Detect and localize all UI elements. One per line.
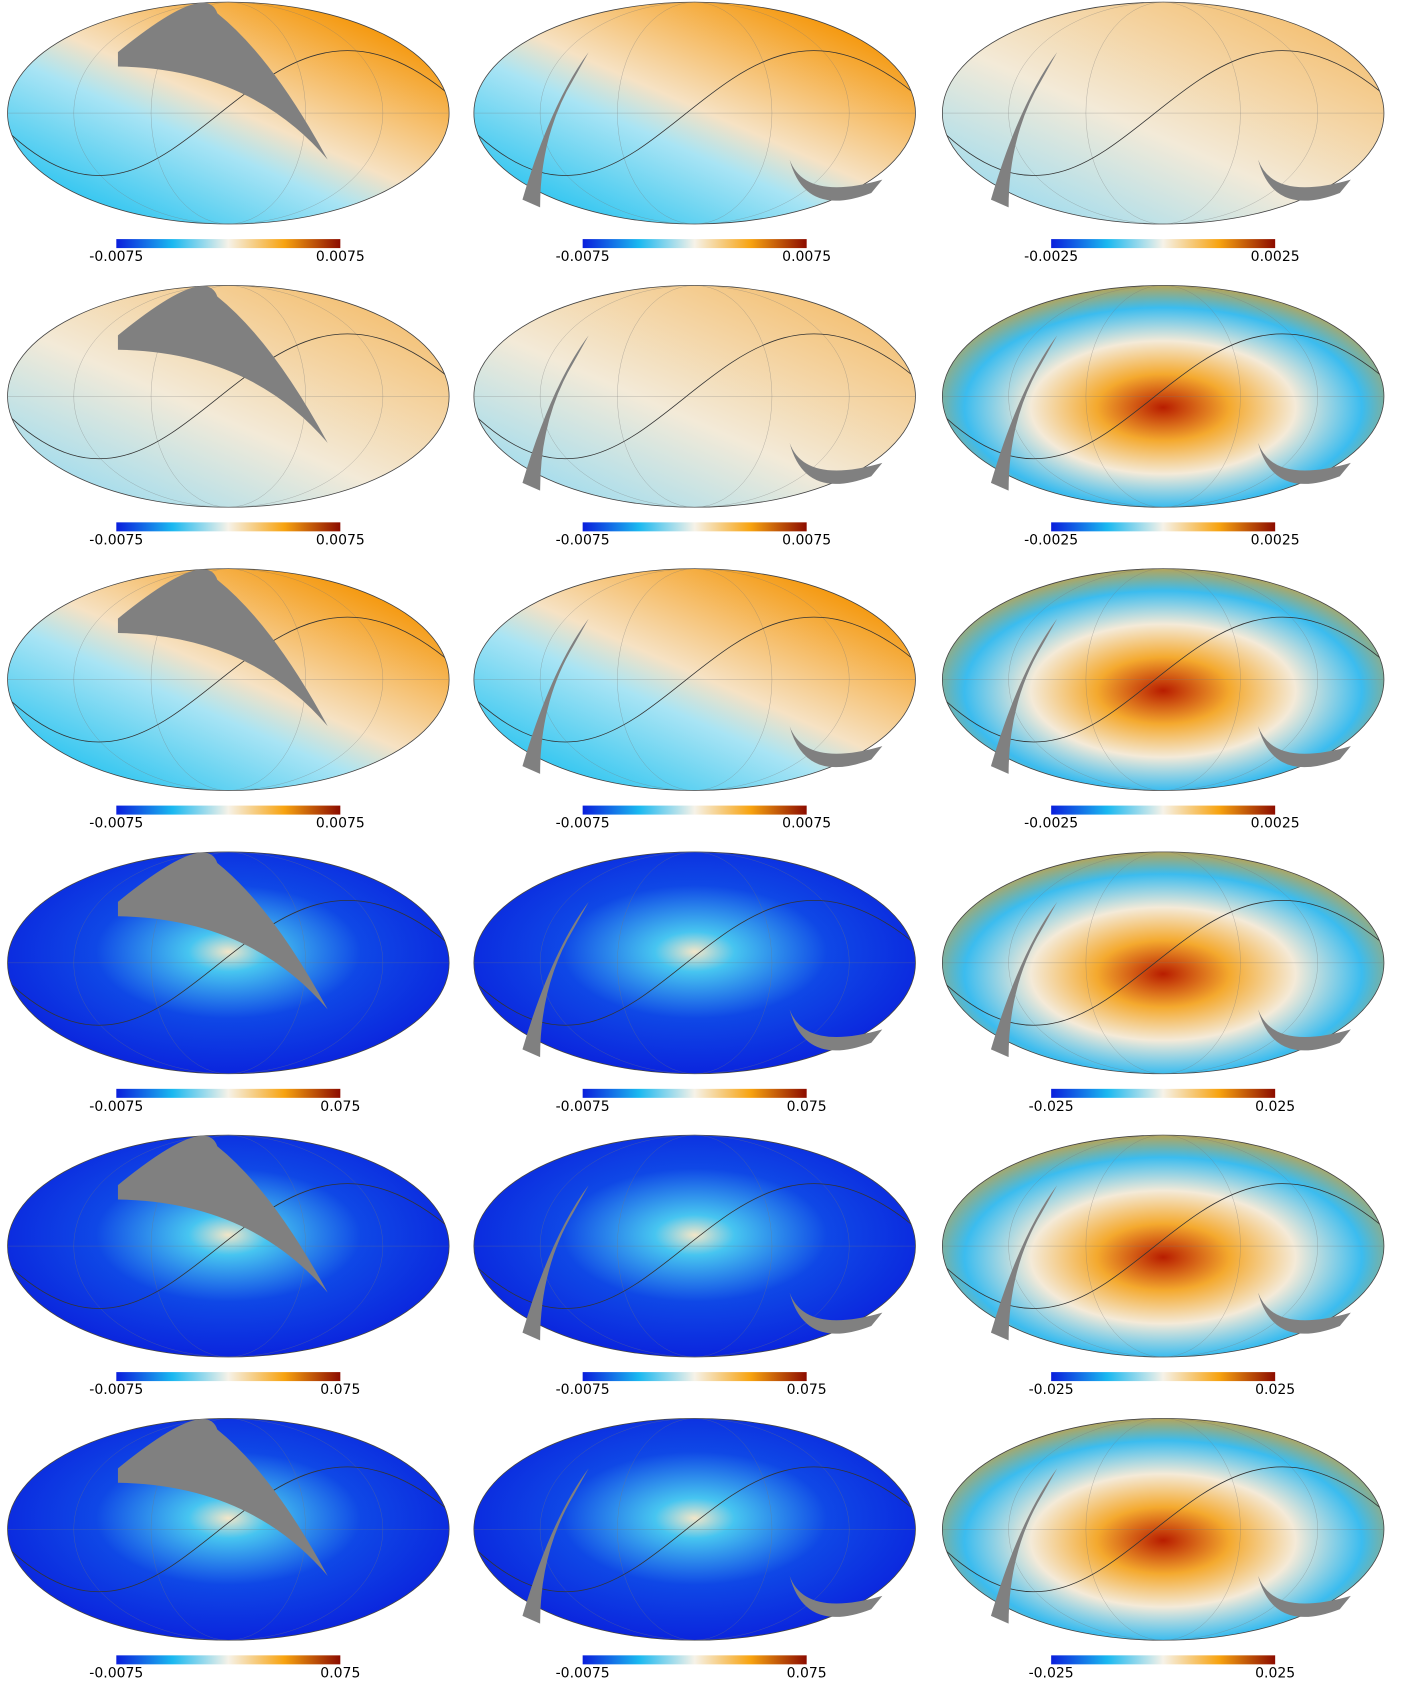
colorbar bbox=[116, 1088, 341, 1098]
curve bbox=[11, 50, 445, 176]
colorbar-max: 0.075 bbox=[787, 1665, 827, 1681]
colorbar-max: 0.025 bbox=[1255, 1099, 1295, 1115]
colorbar bbox=[1051, 1088, 1276, 1098]
colorbar-max: 0.075 bbox=[320, 1382, 360, 1398]
curve bbox=[11, 1466, 445, 1593]
colorbar-min: -0.0025 bbox=[1024, 532, 1078, 548]
curve bbox=[946, 50, 1380, 176]
curve bbox=[946, 616, 1380, 743]
curve bbox=[11, 333, 445, 460]
mask-band bbox=[117, 852, 328, 1010]
curve bbox=[478, 616, 912, 743]
mask-band bbox=[522, 52, 883, 208]
mask-band bbox=[990, 901, 1351, 1058]
colorbar bbox=[116, 805, 341, 815]
curve bbox=[478, 1466, 912, 1593]
colorbar-max: 0.0025 bbox=[1251, 532, 1300, 548]
colorbar-min: -0.0025 bbox=[1024, 249, 1078, 265]
colorbar bbox=[1051, 1655, 1276, 1665]
colorbar bbox=[582, 522, 807, 532]
mask-band bbox=[990, 618, 1351, 774]
mask-band bbox=[117, 1135, 328, 1293]
colorbar bbox=[582, 239, 807, 249]
colorbar-max: 0.075 bbox=[320, 1099, 360, 1115]
colorbar-max: 0.0075 bbox=[782, 532, 831, 548]
curve bbox=[478, 1183, 912, 1309]
colorbar bbox=[116, 1655, 341, 1665]
colorbar-max: 0.0075 bbox=[782, 249, 831, 265]
colorbar-max: 0.075 bbox=[787, 1099, 827, 1115]
curve bbox=[478, 333, 912, 460]
curve bbox=[946, 1183, 1380, 1309]
colorbar-max: 0.0025 bbox=[1251, 816, 1300, 832]
colorbar-min: -0.0075 bbox=[556, 532, 610, 548]
colorbar-min: -0.0075 bbox=[556, 1099, 610, 1115]
mask-band bbox=[117, 569, 328, 727]
colorbar-min: -0.025 bbox=[1029, 1665, 1074, 1681]
mask-band bbox=[117, 285, 328, 443]
colorbar-max: 0.075 bbox=[787, 1382, 827, 1398]
curve bbox=[11, 1183, 445, 1309]
colorbar-min: -0.0075 bbox=[89, 1382, 143, 1398]
colorbar-max: 0.0075 bbox=[782, 816, 831, 832]
colorbar-max: 0.0075 bbox=[316, 816, 365, 832]
colorbar bbox=[116, 1372, 341, 1382]
curve bbox=[946, 333, 1380, 460]
colorbar-max: 0.075 bbox=[320, 1665, 360, 1681]
colorbar-min: -0.025 bbox=[1029, 1099, 1074, 1115]
mask-band bbox=[522, 901, 883, 1058]
curve bbox=[946, 900, 1380, 1026]
curve bbox=[11, 900, 445, 1026]
colorbar bbox=[582, 1088, 807, 1098]
colorbar-min: -0.0075 bbox=[89, 816, 143, 832]
colorbar-min: -0.025 bbox=[1029, 1382, 1074, 1398]
mask-band bbox=[522, 1185, 883, 1341]
mask-band bbox=[117, 1418, 328, 1576]
colorbar-min: -0.0025 bbox=[1024, 816, 1078, 832]
colorbar-min: -0.0075 bbox=[89, 249, 143, 265]
mask-band bbox=[990, 1185, 1351, 1341]
mask-band bbox=[522, 1468, 883, 1624]
colorbar-min: -0.0075 bbox=[556, 1382, 610, 1398]
curve bbox=[946, 1466, 1380, 1593]
mask-band bbox=[990, 52, 1351, 208]
colorbar bbox=[116, 239, 341, 249]
colorbar-max: 0.0075 bbox=[316, 249, 365, 265]
colorbar-max: 0.0075 bbox=[316, 532, 365, 548]
curve bbox=[478, 900, 912, 1026]
colorbar bbox=[1051, 239, 1276, 249]
curve bbox=[11, 616, 445, 743]
colorbar bbox=[582, 805, 807, 815]
colorbar bbox=[116, 522, 341, 532]
colorbar-min: -0.0075 bbox=[89, 532, 143, 548]
mask-band bbox=[990, 1468, 1351, 1624]
colorbar-max: 0.025 bbox=[1255, 1382, 1295, 1398]
colorbar bbox=[582, 1372, 807, 1382]
colorbar-min: -0.0075 bbox=[89, 1665, 143, 1681]
colorbar-max: 0.0025 bbox=[1251, 249, 1300, 265]
mask-band bbox=[990, 335, 1351, 491]
colorbar bbox=[1051, 1372, 1276, 1382]
colorbar-min: -0.0075 bbox=[556, 1665, 610, 1681]
colorbar-max: 0.025 bbox=[1255, 1665, 1295, 1681]
curve bbox=[478, 50, 912, 176]
colorbar bbox=[582, 1655, 807, 1665]
colorbar-min: -0.0075 bbox=[89, 1099, 143, 1115]
colorbar-min: -0.0075 bbox=[556, 816, 610, 832]
colorbar bbox=[1051, 805, 1276, 815]
mask-band bbox=[522, 335, 883, 491]
mask-band bbox=[522, 618, 883, 774]
colorbar bbox=[1051, 522, 1276, 532]
mask-band bbox=[117, 2, 328, 160]
colorbar-min: -0.0075 bbox=[556, 249, 610, 265]
